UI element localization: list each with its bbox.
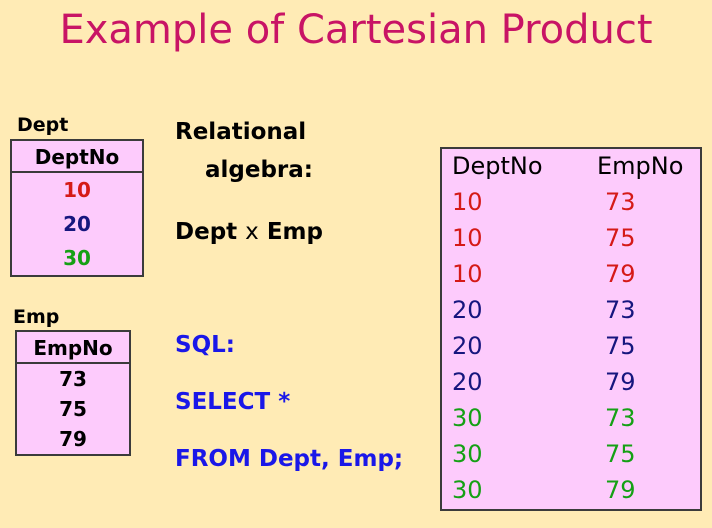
table-cell: 75 [605, 440, 636, 468]
result-table: DeptNo EmpNo 10 73 10 75 10 79 20 73 20 75 20 79 30 7… [440, 147, 702, 511]
emp-table-label: Emp [13, 306, 60, 328]
algebra-heading-line2: algebra: [205, 157, 313, 183]
table-cell: 79 [605, 476, 636, 504]
table-cell: 30 [452, 440, 483, 468]
emp-table: EmpNo 73 75 79 [15, 330, 131, 456]
table-cell: 20 [452, 296, 483, 324]
dept-table: DeptNo 10 20 30 [10, 139, 144, 277]
table-cell: 75 [59, 397, 87, 421]
table-cell: 73 [605, 296, 636, 324]
table-cell: 73 [605, 188, 636, 216]
table-cell: 75 [605, 332, 636, 360]
table-row: 20 79 [442, 364, 700, 400]
sql-from-line: FROM Dept, Emp; [175, 446, 404, 472]
table-row: 30 79 [442, 472, 700, 508]
sql-label: SQL: [175, 332, 235, 358]
algebra-expr-operator: x [245, 219, 259, 245]
table-cell: 10 [452, 260, 483, 288]
table-cell: 20 [452, 332, 483, 360]
result-table-body: 10 73 10 75 10 79 20 73 20 75 20 79 30 73 30 75 30 79 [442, 184, 700, 508]
table-cell: 79 [605, 368, 636, 396]
table-cell: 73 [605, 404, 636, 432]
table-row: 10 73 [442, 184, 700, 220]
table-row: 73 [17, 364, 129, 394]
table-row: 30 75 [442, 436, 700, 472]
algebra-expr-right-operand: Emp [266, 219, 323, 245]
table-cell: 79 [605, 260, 636, 288]
table-cell: 30 [452, 404, 483, 432]
table-cell: 73 [59, 367, 87, 391]
page-title: Example of Cartesian Product [59, 7, 653, 53]
relational-algebra-block: Relational algebra: Dept x Emp [175, 118, 323, 246]
table-row: 10 79 [442, 256, 700, 292]
algebra-expr-left-operand: Dept [175, 219, 238, 245]
table-cell: 10 [452, 224, 483, 252]
table-row: 20 75 [442, 328, 700, 364]
sql-select-line: SELECT * [175, 389, 291, 415]
dept-table-header: DeptNo [12, 141, 142, 173]
emp-table-body: 73 75 79 [17, 364, 129, 454]
table-cell: 10 [452, 188, 483, 216]
dept-table-body: 10 20 30 [12, 173, 142, 275]
algebra-heading-line1: Relational [175, 119, 307, 145]
table-row: 10 [12, 173, 142, 207]
table-row: 30 73 [442, 400, 700, 436]
table-cell: 79 [59, 427, 87, 451]
table-cell: 20 [63, 212, 91, 236]
table-row: 20 [12, 207, 142, 241]
table-cell: 75 [605, 224, 636, 252]
table-row: 20 73 [442, 292, 700, 328]
emp-table-header: EmpNo [17, 332, 129, 364]
table-row: 79 [17, 424, 129, 454]
table-cell: 30 [452, 476, 483, 504]
result-header-deptno: DeptNo [452, 152, 543, 180]
dept-table-label: Dept [17, 114, 69, 136]
table-cell: 20 [452, 368, 483, 396]
table-cell: 10 [63, 178, 91, 202]
table-row: 10 75 [442, 220, 700, 256]
table-row: 30 [12, 241, 142, 275]
sql-block: SQL: SELECT * FROM Dept, Emp; [175, 331, 403, 473]
algebra-expression: Dept x Emp [175, 218, 323, 246]
result-header-empno: EmpNo [597, 152, 684, 180]
result-table-header-row: DeptNo EmpNo [442, 149, 700, 184]
table-row: 75 [17, 394, 129, 424]
table-cell: 30 [63, 246, 91, 270]
